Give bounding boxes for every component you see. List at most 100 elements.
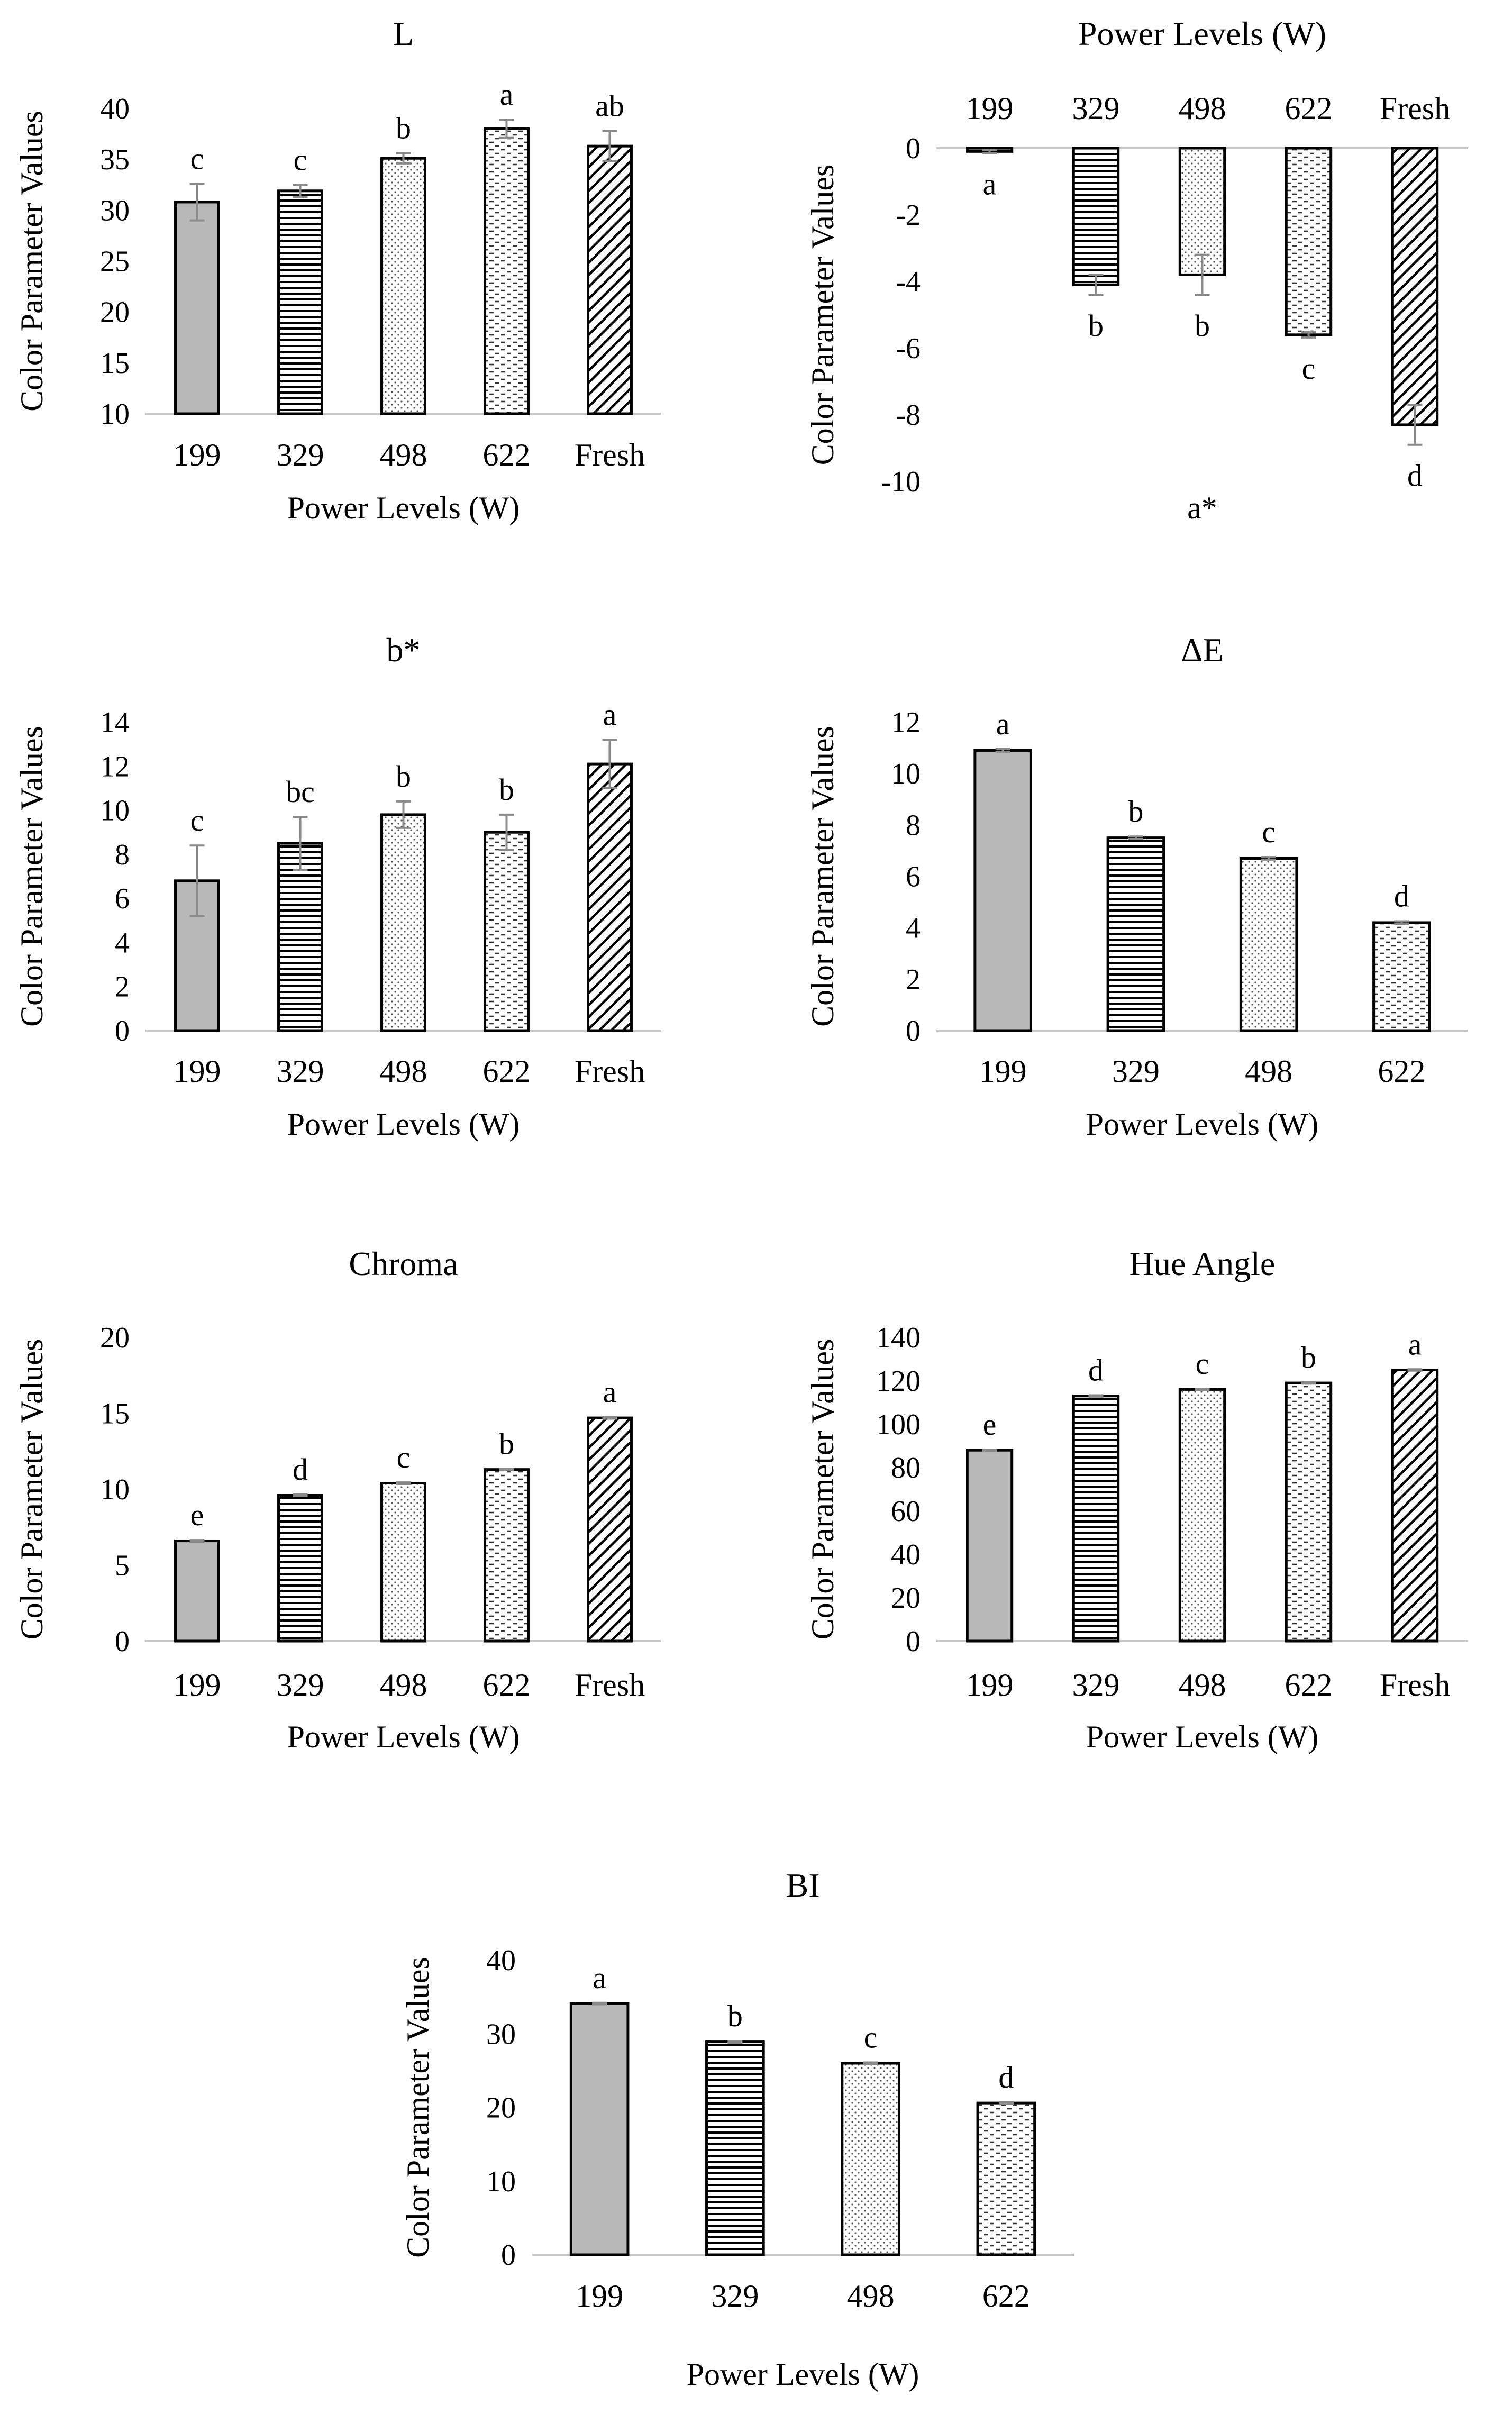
y-tick-label: 8: [906, 809, 921, 842]
significance-letter: b: [1301, 1340, 1316, 1374]
x-tick-label: 329: [711, 2279, 759, 2313]
error-bar: [1128, 835, 1143, 841]
bar-Fresh: [587, 144, 633, 415]
y-axis-label: Color Parameter Values: [14, 726, 49, 1027]
y-tick-label: 20: [100, 1322, 130, 1354]
y-tick-label: 140: [876, 1322, 921, 1354]
y-tick-label: -4: [896, 266, 921, 298]
error-bar: [1301, 1381, 1316, 1385]
significance-letter: d: [1088, 1353, 1104, 1387]
error-bar: [1261, 856, 1277, 861]
chart-title: L: [393, 15, 414, 52]
error-bar: [1407, 404, 1423, 446]
bar-498: [1178, 1388, 1226, 1643]
significance-letter: e: [983, 1407, 997, 1442]
x-tick-label: 622: [1378, 1054, 1425, 1089]
x-axis-label: Power Levels (W): [287, 1107, 520, 1142]
y-tick-label: 2: [115, 971, 130, 1004]
error-bar: [1088, 274, 1104, 296]
y-tick-label: 30: [486, 2018, 516, 2051]
x-tick-label: 199: [966, 1668, 1014, 1702]
significance-letter: c: [1262, 815, 1276, 849]
bar-498: [380, 1482, 426, 1643]
y-tick-label: 20: [891, 1582, 921, 1615]
significance-letter: a: [500, 77, 514, 112]
bar-329: [1072, 147, 1120, 286]
significance-letter: d: [1394, 879, 1409, 914]
significance-letter: b: [499, 1426, 514, 1461]
y-tick-label: 14: [100, 706, 130, 739]
error-bar: [396, 152, 411, 165]
bar-498: [841, 2062, 900, 2256]
x-tick-label: Fresh: [1380, 1668, 1450, 1702]
error-bar: [727, 2040, 743, 2044]
x-axis-label: Power Levels (W): [1086, 1107, 1319, 1142]
y-tick-label: 0: [501, 2239, 516, 2272]
chart-panel-a_star: Power Levels (W) 0 -2 -4 -6 -8 -10 Color Parame…: [805, 15, 1468, 525]
chart-panel-chroma: Chroma 0 5 10 15 20 Color Parameter Values e 199…: [14, 1245, 661, 1754]
y-tick-label: 80: [891, 1452, 921, 1484]
significance-letter: a: [1408, 1327, 1422, 1361]
chart-title: BI: [786, 1866, 820, 1904]
x-tick-label: 329: [1072, 91, 1120, 126]
y-tick-label: 0: [906, 1625, 921, 1658]
error-bar: [396, 800, 411, 829]
bar-329: [705, 2040, 765, 2256]
y-tick-label: 0: [115, 1015, 130, 1047]
error-bar: [592, 2001, 607, 2006]
x-tick-label: 199: [966, 91, 1014, 126]
y-tick-label: 10: [100, 795, 130, 827]
significance-letter: b: [499, 772, 514, 807]
significance-letter: b: [1128, 794, 1143, 828]
x-tick-label: 329: [1112, 1054, 1160, 1089]
y-axis-label: Color Parameter Values: [805, 726, 840, 1027]
error-bar: [602, 1416, 617, 1420]
bar-Fresh: [1391, 147, 1439, 426]
x-tick-label: 199: [576, 2279, 623, 2313]
y-tick-label: 20: [100, 296, 130, 329]
x-tick-label: 498: [380, 1668, 427, 1702]
y-tick-label: 120: [876, 1365, 921, 1398]
bar-622: [1285, 147, 1333, 336]
significance-letter: c: [1302, 351, 1316, 386]
y-tick-label: 6: [115, 882, 130, 915]
y-tick-label: 10: [100, 1473, 130, 1506]
significance-letter: c: [190, 803, 204, 837]
significance-letter: bc: [286, 775, 315, 809]
y-tick-label: 40: [100, 93, 130, 125]
chart-panel-b_star: b* 0 2 4 6 8 10 12 14 Color Parameter Values c 199 b…: [14, 631, 661, 1142]
y-tick-label: 35: [100, 143, 130, 176]
y-axis-label: Color Parameter Values: [805, 165, 840, 466]
bar-622: [1285, 1381, 1333, 1643]
significance-letter: c: [190, 141, 204, 176]
error-bar: [602, 739, 617, 789]
bar-329: [277, 1493, 323, 1643]
error-bar: [499, 119, 514, 139]
x-tick-label: Fresh: [575, 1054, 645, 1089]
error-bar: [982, 149, 997, 154]
bar-498: [380, 813, 426, 1032]
bar-199: [973, 749, 1032, 1032]
significance-letter: b: [396, 111, 411, 145]
y-tick-label: -6: [896, 332, 921, 365]
error-bar: [293, 816, 308, 871]
significance-letter: c: [864, 2020, 878, 2055]
y-axis-label: Color Parameter Values: [805, 1339, 840, 1640]
x-tick-label: 622: [483, 1054, 531, 1089]
significance-letter: c: [397, 1440, 411, 1474]
x-tick-label: 498: [380, 1054, 427, 1089]
significance-letter: a: [996, 707, 1010, 741]
y-tick-label: 40: [891, 1538, 921, 1571]
y-tick-label: 6: [906, 861, 921, 894]
chart-panel-bi: BI 0 10 20 30 40 Color Parameter Values a 199 b 32…: [400, 1866, 1074, 2392]
y-tick-label: -2: [896, 199, 921, 232]
chart-title: Power Levels (W): [1078, 15, 1326, 52]
chart-panel-L: L 10 15 20 25 30 35 40 Color Parameter Values c 19…: [14, 15, 661, 525]
y-tick-label: 4: [115, 926, 130, 959]
error-bar: [189, 844, 205, 917]
y-tick-label: 20: [486, 2092, 516, 2125]
error-bar: [499, 813, 514, 851]
bar-199: [174, 1540, 220, 1643]
bar-Fresh: [587, 762, 633, 1032]
